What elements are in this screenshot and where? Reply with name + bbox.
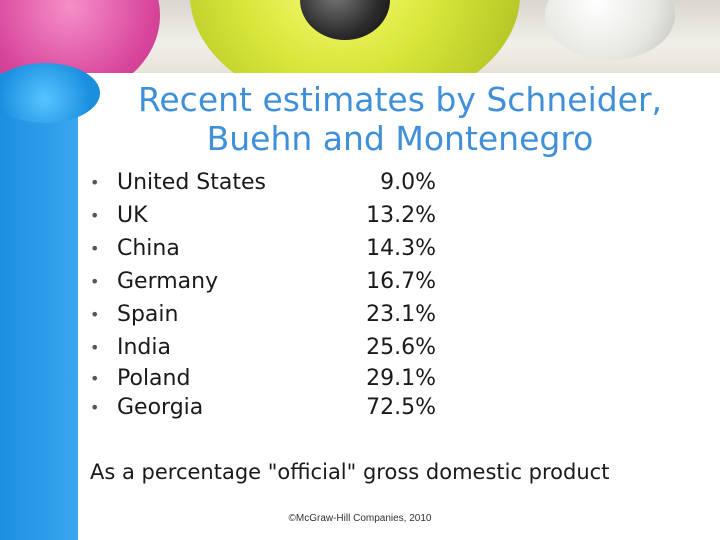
country-name: United States bbox=[117, 170, 266, 195]
percentage-value: 9.0% bbox=[380, 170, 436, 195]
bullet-icon: • bbox=[90, 398, 100, 417]
percentage-value: 16.7% bbox=[366, 269, 436, 294]
bullet-icon: • bbox=[90, 206, 100, 225]
footnote: As a percentage "official" gross domesti… bbox=[90, 460, 610, 484]
list-item: • Germany 16.7% bbox=[90, 265, 490, 298]
estimates-list: • United States 9.0% • UK 13.2% • China … bbox=[90, 166, 490, 422]
country-name: China bbox=[117, 236, 180, 261]
bullet-icon: • bbox=[90, 305, 100, 324]
bullet-icon: • bbox=[90, 173, 100, 192]
white-sphere-image bbox=[545, 0, 675, 60]
percentage-value: 72.5% bbox=[366, 395, 436, 420]
bullet-icon: • bbox=[90, 338, 100, 357]
pink-sphere-image bbox=[0, 0, 160, 73]
title-line-1: Recent estimates by Schneider, bbox=[137, 80, 663, 119]
bullet-icon: • bbox=[90, 239, 100, 258]
copyright-notice: ©McGraw-Hill Companies, 2010 bbox=[288, 513, 432, 524]
bullet-icon: • bbox=[90, 369, 100, 388]
percentage-value: 29.1% bbox=[366, 366, 436, 391]
slide-title: Recent estimates by Schneider, Buehn and… bbox=[100, 80, 700, 158]
list-item: • Poland 29.1% bbox=[90, 364, 490, 393]
country-name: Georgia bbox=[117, 395, 204, 420]
country-name: India bbox=[117, 335, 171, 360]
percentage-value: 13.2% bbox=[366, 203, 436, 228]
percentage-value: 25.6% bbox=[366, 335, 436, 360]
percentage-value: 14.3% bbox=[366, 236, 436, 261]
country-name: UK bbox=[117, 203, 148, 228]
country-name: Poland bbox=[117, 366, 191, 391]
list-item: • United States 9.0% bbox=[90, 166, 490, 199]
list-item: • Georgia 72.5% bbox=[90, 393, 490, 422]
list-item: • China 14.3% bbox=[90, 232, 490, 265]
list-item: • India 25.6% bbox=[90, 331, 490, 364]
blue-sphere-image bbox=[0, 63, 100, 123]
list-item: • Spain 23.1% bbox=[90, 298, 490, 331]
percentage-value: 23.1% bbox=[366, 302, 436, 327]
title-line-2: Buehn and Montenegro bbox=[206, 119, 594, 158]
list-item: • UK 13.2% bbox=[90, 199, 490, 232]
decorative-banner bbox=[0, 0, 720, 73]
bullet-icon: • bbox=[90, 272, 100, 291]
country-name: Germany bbox=[117, 269, 219, 294]
country-name: Spain bbox=[117, 302, 179, 327]
left-accent-bar bbox=[0, 63, 100, 540]
